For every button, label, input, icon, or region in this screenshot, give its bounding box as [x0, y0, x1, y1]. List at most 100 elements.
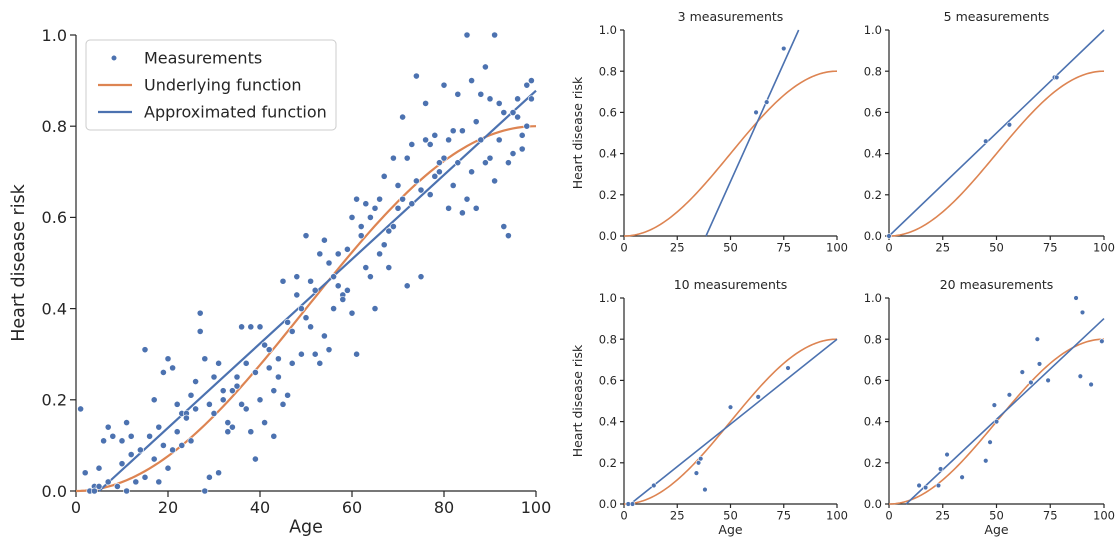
measurement-point: [95, 464, 103, 472]
measurement-point: [481, 63, 489, 71]
measurement-point: [366, 213, 374, 221]
measurement-point: [495, 136, 503, 144]
measurement-point: [394, 204, 402, 212]
measurement-point: [371, 204, 379, 212]
measurement-point: [123, 419, 130, 426]
measurement-point: [256, 396, 264, 404]
measurement-point: [477, 90, 485, 98]
measurement-point: [127, 432, 135, 440]
x-tick-label: 60: [342, 498, 362, 517]
measurement-point: [886, 233, 892, 239]
x-tick-label: 50: [989, 241, 1004, 255]
measurement-point: [435, 168, 443, 176]
measurement-point: [380, 241, 388, 249]
measurement-point: [399, 195, 406, 203]
measurement-point: [523, 122, 531, 130]
measurement-point: [330, 273, 337, 281]
plot-area: [886, 29, 1105, 239]
y-tick-label: 0.4: [864, 147, 882, 161]
measurement-point: [528, 95, 535, 103]
measurement-point: [132, 478, 140, 486]
measurement-point: [215, 469, 222, 477]
measurement-point: [205, 473, 213, 481]
measurement-point: [1019, 369, 1025, 375]
measurement-point: [334, 282, 342, 290]
measurement-point: [91, 487, 98, 495]
measurement-point: [362, 264, 370, 271]
measurement-point: [518, 145, 526, 153]
measurement-point: [509, 109, 517, 116]
measurement-point: [348, 309, 356, 317]
x-tick-label: 100: [1093, 509, 1115, 523]
measurement-point: [514, 95, 521, 103]
y-axis-title: Heart disease risk: [570, 344, 585, 457]
measurement-point: [155, 423, 163, 431]
y-tick-label: 0.4: [599, 415, 617, 429]
measurement-point: [422, 136, 429, 144]
measurement-point: [422, 100, 429, 107]
underlying-function-line: [888, 70, 1105, 237]
approximated-function-line: [905, 318, 1105, 505]
measurement-point: [993, 418, 1000, 425]
y-tick-label: 0.6: [864, 374, 882, 388]
y-tick-label: 0.6: [42, 208, 67, 227]
legend-marker-measurements: [110, 54, 118, 62]
measurement-point: [118, 460, 126, 468]
measurement-point: [514, 113, 521, 121]
measurement-point: [247, 323, 255, 331]
measurement-point: [449, 182, 457, 189]
measurement-point: [1088, 381, 1094, 388]
measurement-point: [311, 286, 319, 294]
measurement-point: [104, 423, 112, 431]
measurement-point: [284, 391, 291, 399]
measurement-point: [454, 90, 462, 98]
y-tick-label: 0.8: [599, 64, 617, 78]
underlying-function-line: [75, 125, 537, 493]
measurement-point: [242, 359, 250, 367]
measurement-point: [238, 400, 245, 408]
measurement-point: [528, 77, 535, 84]
measurement-point: [523, 81, 531, 89]
y-tick-label: 0.8: [42, 117, 67, 136]
measurement-point: [109, 432, 117, 440]
measurement-point: [463, 31, 471, 39]
measurement-point: [205, 400, 213, 408]
measurement-point: [1028, 379, 1034, 386]
measurement-point: [173, 400, 181, 408]
measurement-point: [426, 191, 434, 198]
legend-label: Measurements: [144, 49, 262, 68]
x-tick-label: 75: [1043, 241, 1058, 255]
measurement-point: [169, 446, 176, 454]
measurement-point: [228, 387, 236, 395]
x-tick-label: 50: [723, 509, 738, 523]
measurement-point: [288, 327, 296, 335]
x-axis-title: Age: [718, 522, 742, 537]
measurement-point: [293, 273, 301, 281]
measurement-point: [472, 204, 480, 212]
x-tick-label: 25: [670, 241, 685, 255]
measurement-point: [1077, 373, 1084, 379]
measurement-point: [1099, 338, 1105, 344]
measurement-point: [316, 250, 324, 258]
measurement-point: [983, 458, 989, 464]
y-tick-label: 0.4: [599, 147, 617, 161]
measurement-point: [727, 404, 734, 410]
measurement-point: [500, 109, 508, 116]
y-tick-label: 0.8: [599, 332, 617, 346]
y-tick-label: 0.8: [864, 64, 882, 78]
measurement-point: [504, 159, 512, 167]
measurement-point: [385, 227, 393, 235]
y-tick-label: 0.2: [42, 391, 67, 410]
measurement-point: [922, 484, 929, 491]
measurement-point: [118, 437, 126, 445]
measurement-point: [270, 387, 278, 395]
underlying-function-line: [623, 338, 838, 505]
measurement-point: [224, 419, 232, 426]
measurement-point: [196, 309, 204, 317]
measurement-point: [343, 245, 351, 253]
x-tick-label: 0: [620, 509, 627, 523]
x-tick-label: 100: [826, 241, 848, 255]
measurement-point: [173, 428, 181, 436]
plot-area: [623, 338, 838, 507]
y-tick-label: 0.4: [864, 415, 882, 429]
